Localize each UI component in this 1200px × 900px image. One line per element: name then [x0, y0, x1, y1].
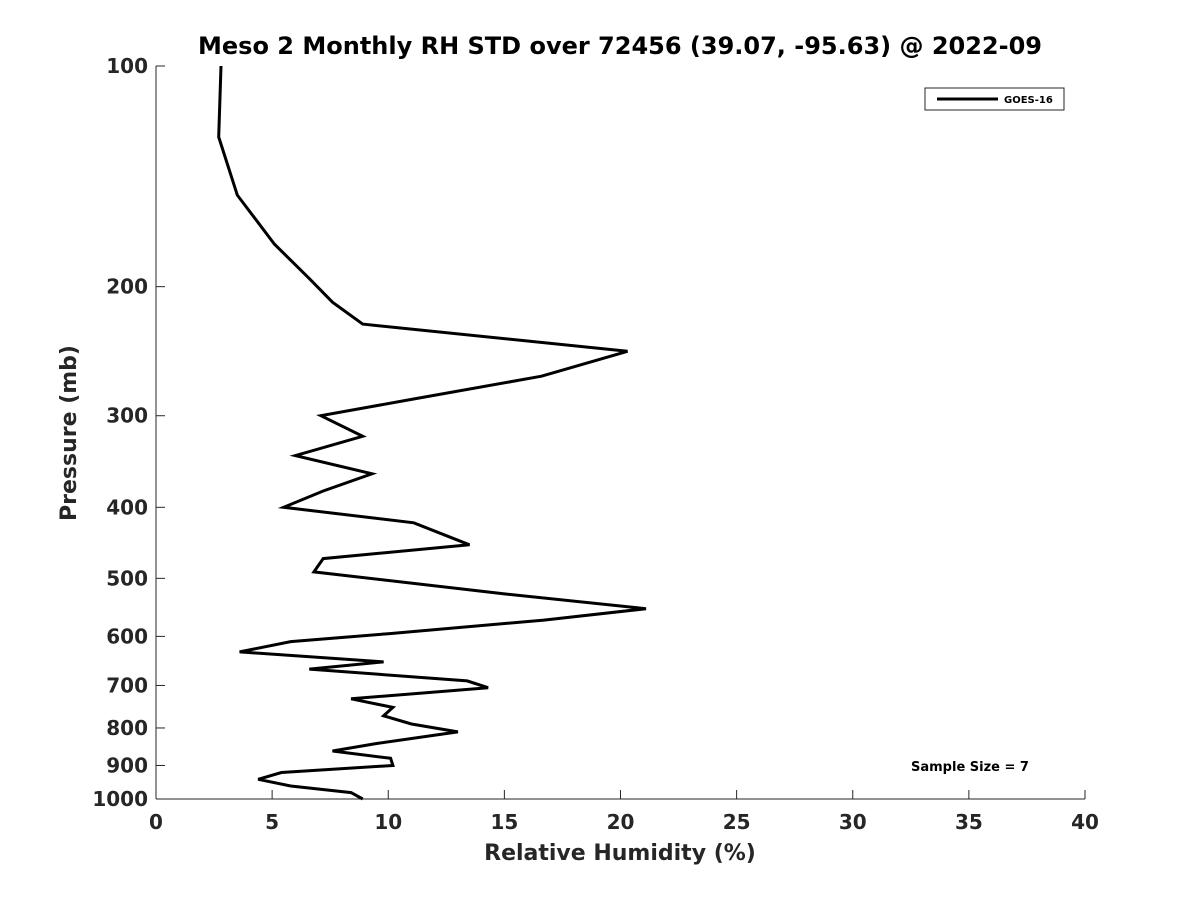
plot-area — [217, 65, 647, 801]
y-tick-label: 900 — [106, 753, 148, 777]
x-tick-label: 5 — [265, 810, 279, 834]
sample-size-annotation: Sample Size = 7 — [911, 760, 1029, 775]
legend: GOES-16 — [924, 87, 1065, 111]
x-tick-label: 25 — [723, 810, 751, 834]
y-axis-label: Pressure (mb) — [57, 345, 82, 521]
x-tick-label: 15 — [490, 810, 518, 834]
x-tick-label: 20 — [607, 810, 635, 834]
y-tick-label: 200 — [106, 275, 148, 299]
x-axis-label: Relative Humidity (%) — [484, 841, 756, 866]
y-tick-label: 800 — [106, 716, 148, 740]
x-tick-label: 35 — [955, 810, 983, 834]
y-tick-label: 400 — [106, 495, 148, 519]
y-tick-label: 600 — [106, 624, 148, 648]
legend-label-goes16: GOES-16 — [1004, 95, 1053, 106]
x-tick-label: 0 — [149, 810, 163, 834]
x-tick-label: 10 — [374, 810, 402, 834]
y-tick-label: 300 — [106, 404, 148, 428]
series-line-goes16 — [217, 65, 647, 801]
x-tick-label: 40 — [1071, 810, 1099, 834]
y-tick-label: 100 — [106, 54, 148, 78]
y-tick-label: 700 — [106, 673, 148, 697]
plot-axes: 0 5 10 15 20 25 30 35 40 100 200 300 400 500 600 700 800… — [92, 54, 1099, 834]
y-tick-label: 1000 — [92, 787, 148, 811]
chart-title: Meso 2 Monthly RH STD over 72456 (39.07,… — [198, 32, 1042, 60]
x-tick-label: 30 — [839, 810, 867, 834]
y-tick-label: 500 — [106, 566, 148, 590]
